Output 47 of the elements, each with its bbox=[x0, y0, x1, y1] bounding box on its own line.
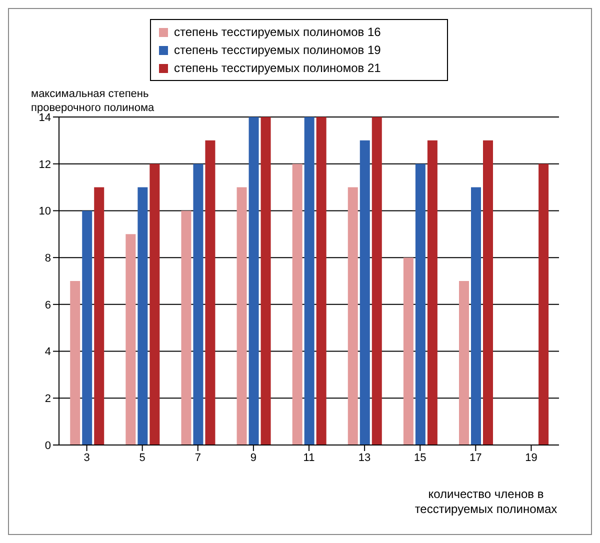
bar bbox=[538, 164, 549, 445]
bar bbox=[483, 140, 493, 445]
bar bbox=[138, 187, 148, 445]
bar bbox=[94, 187, 104, 445]
bar bbox=[415, 164, 426, 445]
x-tick-label: 7 bbox=[194, 452, 201, 464]
bar bbox=[126, 234, 136, 445]
bar bbox=[292, 164, 302, 445]
bar bbox=[70, 281, 80, 445]
x-tick-label: 9 bbox=[250, 452, 257, 464]
bar bbox=[348, 187, 358, 445]
y-tick-label: 14 bbox=[38, 112, 51, 124]
bar bbox=[427, 140, 438, 445]
y-tick-label: 2 bbox=[44, 393, 51, 406]
x-tick-label: 15 bbox=[414, 452, 426, 464]
bar bbox=[181, 210, 192, 445]
bar bbox=[236, 187, 247, 445]
x-tick-label: 13 bbox=[358, 452, 371, 464]
y-tick-label: 0 bbox=[44, 440, 51, 452]
y-tick-label: 6 bbox=[44, 299, 51, 312]
y-tick-label: 8 bbox=[44, 252, 51, 264]
legend-label: степень тесстируемых полиномов 19 bbox=[173, 42, 382, 59]
bar bbox=[205, 140, 216, 445]
y-axis-title: максимальная степень проверочного полинома bbox=[31, 87, 156, 114]
bar bbox=[403, 258, 414, 445]
bar bbox=[471, 187, 481, 445]
bar bbox=[82, 210, 92, 445]
bar bbox=[193, 164, 204, 445]
y-tick-label: 12 bbox=[38, 158, 51, 171]
y-tick-label: 10 bbox=[38, 206, 51, 218]
bar bbox=[248, 117, 259, 445]
y-tick-label: 4 bbox=[44, 346, 51, 358]
x-tick-label: 17 bbox=[470, 452, 482, 464]
x-tick-label: 3 bbox=[84, 452, 90, 464]
bar bbox=[316, 117, 326, 445]
bar bbox=[459, 281, 469, 445]
bar bbox=[260, 117, 271, 445]
bar bbox=[372, 117, 382, 445]
bar bbox=[360, 140, 370, 445]
x-tick-label: 11 bbox=[303, 452, 315, 464]
bar bbox=[304, 117, 314, 445]
bar bbox=[150, 164, 160, 445]
x-tick-label: 5 bbox=[139, 452, 146, 464]
x-tick-label: 19 bbox=[525, 452, 538, 464]
legend-label: степень тесстируемых полиномов 16 bbox=[173, 24, 382, 41]
legend-label: степень тесстируемых полиномов 21 bbox=[173, 60, 382, 77]
x-axis-title: количество членов в тесстируемых полиномах bbox=[414, 487, 558, 517]
